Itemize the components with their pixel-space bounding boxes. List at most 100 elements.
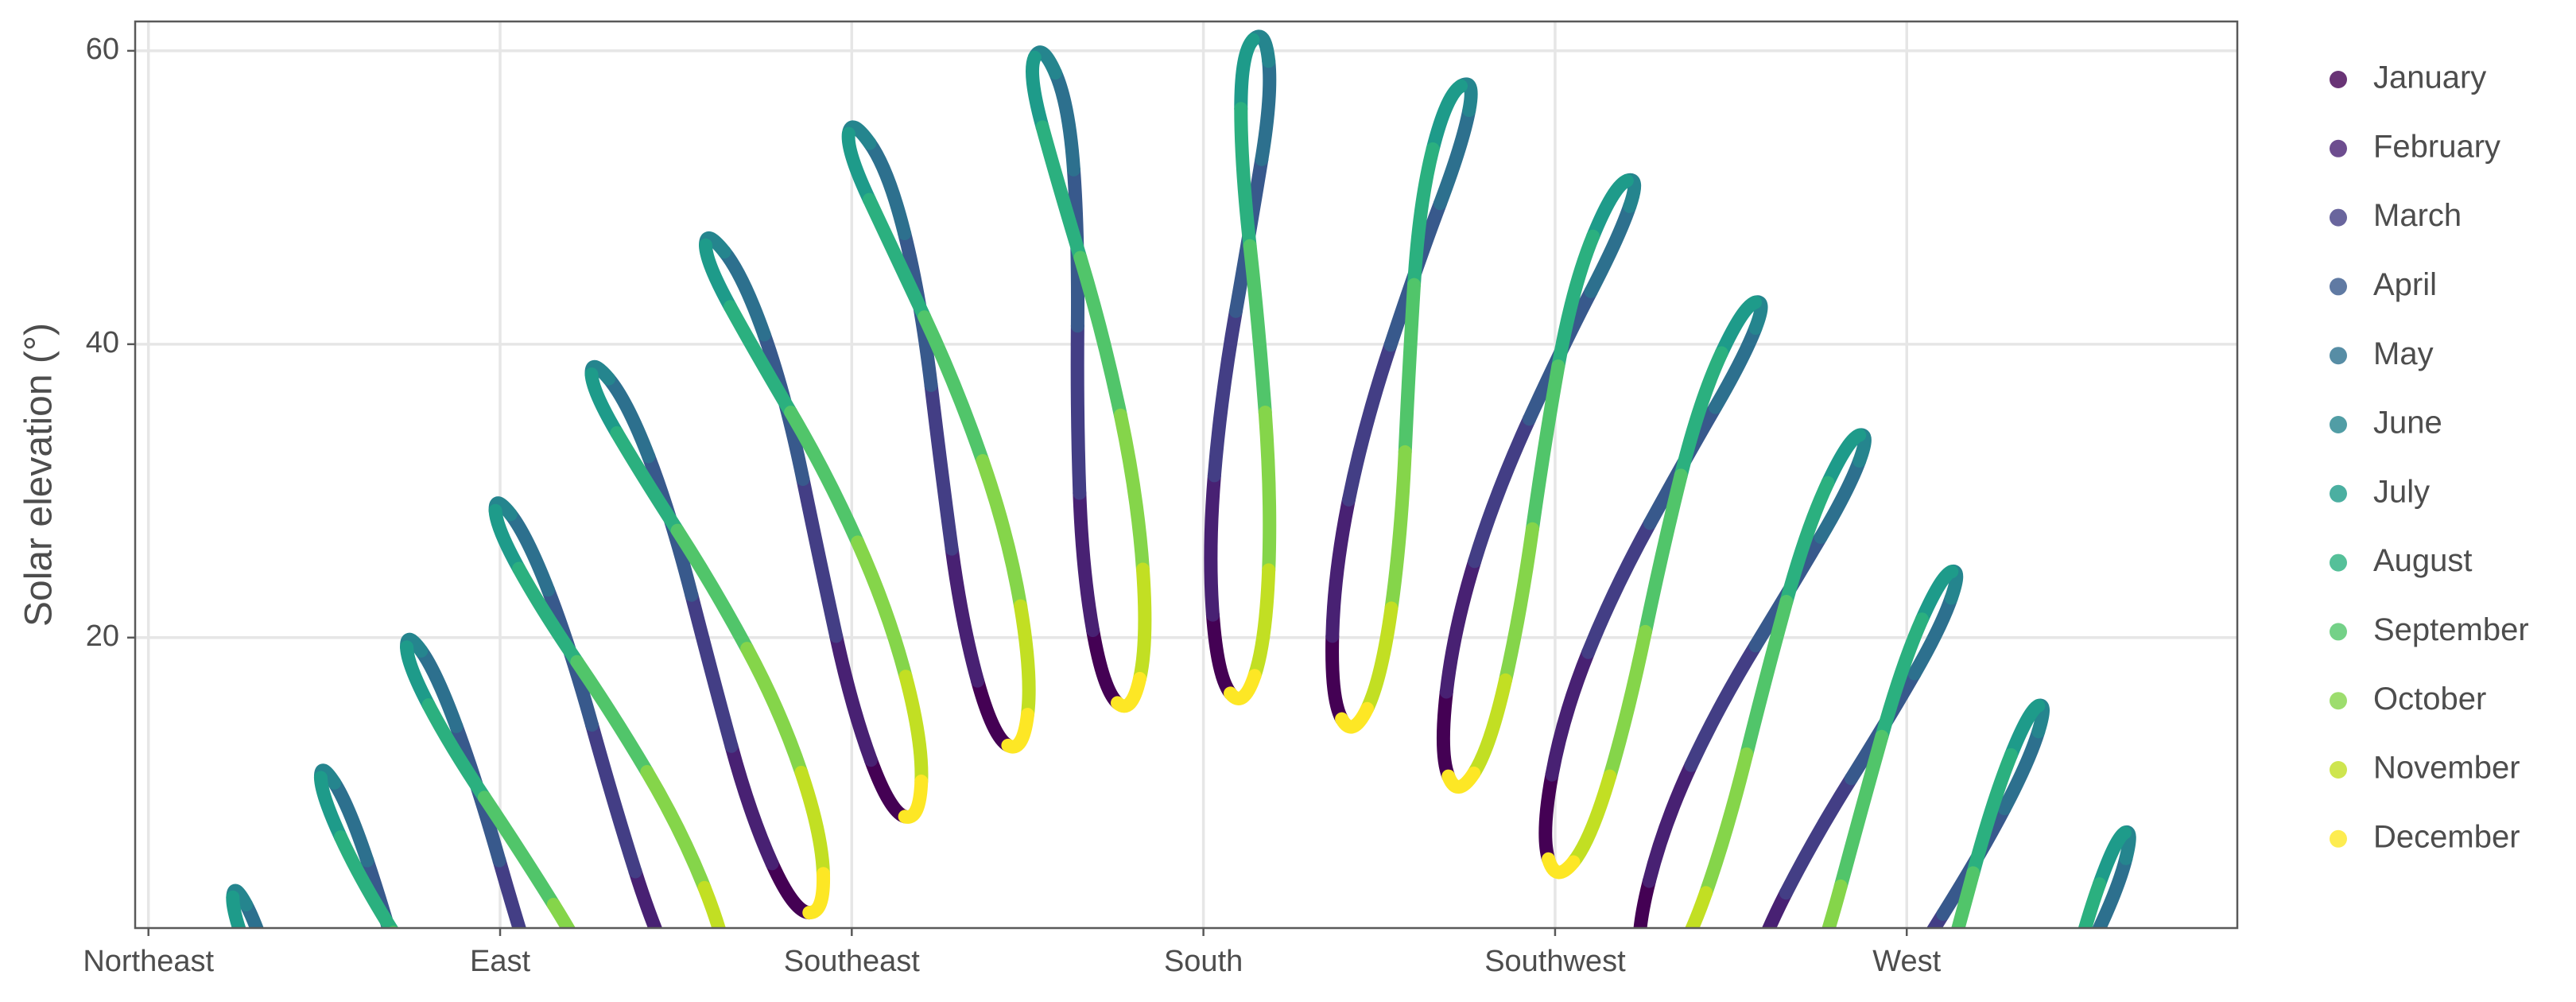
analemma-segment — [2093, 825, 2132, 891]
analemma-segment — [1779, 476, 1835, 609]
analemma-segment — [1325, 492, 1356, 643]
analemma-segment — [1133, 562, 1152, 685]
y-tick-label: 20 — [86, 619, 119, 653]
analemma-segment — [918, 310, 990, 468]
legend-label: January — [2373, 60, 2486, 95]
analemma-segment — [488, 503, 526, 576]
analemma-segment — [841, 126, 876, 207]
analemma-segment — [1821, 428, 1867, 490]
analemma-segment — [492, 853, 526, 928]
analemma-segment — [1584, 199, 1637, 298]
analemma-segment — [1814, 453, 1867, 544]
legend-key — [2330, 347, 2347, 365]
legend-key — [2330, 71, 2347, 88]
analemma-segment — [796, 472, 844, 643]
legend-key — [2330, 692, 2347, 710]
y-tick-label: 40 — [86, 326, 119, 359]
x-tick-label: East — [470, 945, 530, 978]
analemma-segment — [334, 830, 399, 928]
analemma-segment — [313, 771, 348, 845]
analemma-segment — [1258, 406, 1277, 577]
analemma-segment — [1966, 748, 2018, 880]
y-tick-label: 60 — [86, 33, 119, 66]
legend: January February March April May June July Augu… — [2330, 60, 2529, 854]
analemma-segment — [697, 880, 726, 928]
analemma-segment — [724, 739, 779, 871]
analemma-segment — [1360, 601, 1399, 716]
analemma-segment — [1073, 250, 1127, 422]
analemma-segment — [610, 425, 685, 538]
analemma-segment — [570, 654, 654, 779]
legend-key — [2330, 278, 2347, 296]
analemma-segment — [1436, 685, 1456, 783]
analemma-segment — [829, 629, 878, 767]
analemma-segment — [898, 670, 929, 789]
x-tick-label: West — [1872, 945, 1941, 978]
y-axis-title: Solar elevation (°) — [18, 323, 60, 627]
analemma-segment — [851, 535, 913, 684]
legend-key — [2330, 208, 2347, 227]
legend-key — [2330, 829, 2347, 848]
legend-key — [2330, 553, 2347, 572]
analemma-segment — [1951, 866, 1980, 928]
analemma-segment — [1335, 701, 1375, 734]
analemma-segment — [421, 698, 491, 805]
analemma-segment — [1433, 103, 1476, 211]
analemma-segment — [1035, 120, 1088, 265]
analemma-segment — [1255, 54, 1277, 166]
analemma-segment — [976, 453, 1028, 613]
x-tick-label: Northeast — [83, 945, 214, 978]
analemma-segment — [1073, 486, 1100, 638]
analemma-segment — [1684, 639, 1763, 772]
analemma-segment — [1341, 338, 1398, 507]
analemma-segment — [1538, 767, 1559, 866]
analemma-segment — [585, 718, 642, 879]
analemma-segment — [862, 192, 932, 324]
legend-label: December — [2373, 819, 2520, 854]
analemma-segment — [1234, 102, 1257, 253]
legend-key — [2330, 416, 2347, 433]
analemma-segment — [1407, 142, 1440, 292]
legend-label: September — [2373, 612, 2529, 647]
analemma-segment — [1426, 79, 1468, 156]
panel-border — [134, 20, 2239, 930]
legend-label: August — [2373, 543, 2473, 578]
analemma-segment — [1467, 673, 1513, 780]
analemma-segment — [1714, 295, 1763, 360]
analemma-segment — [1113, 408, 1150, 577]
analemma-segment — [1525, 359, 1565, 536]
analemma-segment — [546, 897, 576, 928]
analemma-segment — [1001, 708, 1034, 754]
analemma-segment — [699, 238, 737, 314]
analemma-segment — [924, 378, 959, 556]
analemma-segment — [794, 765, 830, 881]
legend-label: April — [2373, 267, 2437, 302]
analemma-segment — [1581, 516, 1657, 659]
analemma-segment — [1821, 879, 1848, 928]
legend-label: March — [2373, 198, 2462, 233]
plot-area — [226, 29, 2136, 928]
legend-key — [2330, 484, 2347, 503]
analemma-segment — [1243, 239, 1272, 420]
analemma-segment — [784, 406, 865, 550]
legend-label: May — [2373, 336, 2434, 371]
analemma-segment — [1204, 468, 1221, 622]
analemma-segment — [1111, 671, 1147, 713]
analemma-segment — [1685, 886, 1713, 928]
analemma-segment — [1224, 669, 1262, 705]
x-tick-label: Southeast — [784, 945, 921, 978]
analemma-segment — [898, 775, 929, 824]
analemma-segment — [863, 136, 912, 241]
x-tick-label: Southwest — [1484, 945, 1626, 978]
analemma-segment — [1875, 612, 1929, 744]
x-tick-label: South — [1164, 945, 1243, 978]
analemma-segment — [1740, 595, 1794, 761]
analemma-segment — [1907, 591, 1958, 681]
analemma-segment — [1603, 624, 1652, 783]
analemma-segment — [802, 867, 830, 920]
analemma-segment — [1025, 50, 1049, 134]
analemma-segment — [584, 367, 624, 440]
